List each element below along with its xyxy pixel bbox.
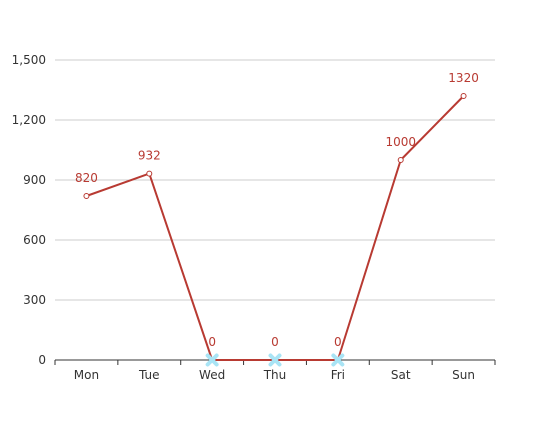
y-tick-label: 0 xyxy=(38,353,46,367)
data-label: 0 xyxy=(208,335,216,349)
data-labels: 820 932 0 0 0 1000 1320 xyxy=(75,71,479,349)
data-point xyxy=(83,193,90,199)
x-tick-label: Wed xyxy=(199,368,225,382)
data-label: 932 xyxy=(138,149,161,163)
x-tick-label: Thu xyxy=(263,368,287,382)
highlight-mark-stroke xyxy=(331,353,345,367)
x-axis-tick-labels: Mon Tue Wed Thu Fri Sat Sun xyxy=(74,368,475,382)
highlighted-point xyxy=(331,353,345,367)
x-tick-label: Tue xyxy=(138,368,160,382)
data-point xyxy=(460,93,467,99)
highlighted-point xyxy=(205,353,219,367)
highlighted-point xyxy=(268,353,282,367)
grid-lines xyxy=(55,59,495,301)
y-tick-label: 1,500 xyxy=(12,53,46,67)
data-points xyxy=(83,93,467,367)
x-tick-label: Mon xyxy=(74,368,99,382)
y-tick-label: 600 xyxy=(23,233,46,247)
data-point xyxy=(146,170,153,177)
data-label: 0 xyxy=(334,335,342,349)
highlight-mark-stroke xyxy=(268,353,282,367)
data-label: 0 xyxy=(271,335,279,349)
data-label: 1000 xyxy=(385,135,416,149)
data-label: 820 xyxy=(75,171,98,185)
data-point xyxy=(397,157,404,163)
y-tick-label: 900 xyxy=(23,173,46,187)
highlight-mark-stroke xyxy=(205,353,219,367)
data-label: 1320 xyxy=(448,71,479,85)
y-axis-tick-labels: 0 300 600 900 1,200 1,500 xyxy=(12,53,46,367)
y-tick-label: 300 xyxy=(23,293,46,307)
x-tick-label: Sun xyxy=(452,368,475,382)
x-tick-label: Fri xyxy=(331,368,345,382)
y-tick-label: 1,200 xyxy=(12,113,46,127)
x-tick-label: Sat xyxy=(391,368,411,382)
